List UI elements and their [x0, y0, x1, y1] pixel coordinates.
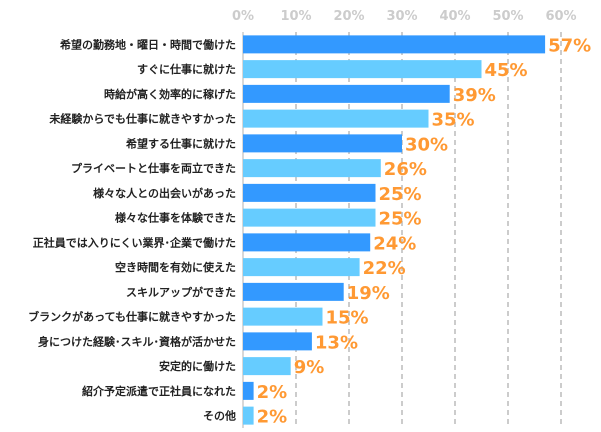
bar: [243, 307, 323, 326]
category-label: スキルアップができた: [126, 285, 236, 299]
bar: [243, 208, 376, 227]
category-label: 時給が高く効率的に稼げた: [104, 87, 236, 101]
category-label: ブランクがあっても仕事に就きやすかった: [28, 310, 236, 324]
value-label: 19%: [347, 283, 390, 304]
category-label: 身につけた経験･スキル･資格が活かせた: [38, 334, 236, 348]
category-label: すぐに仕事に就けた: [137, 62, 236, 76]
x-tick-label: 0%: [232, 9, 254, 24]
category-label: 希望する仕事に就けた: [125, 136, 236, 150]
category-label: 空き時間を有効に使えた: [115, 260, 236, 274]
bar: [243, 357, 291, 376]
value-label: 30%: [405, 134, 448, 155]
category-label: プライベートと仕事を両立できた: [71, 161, 236, 175]
category-label: その他: [203, 409, 236, 423]
bar: [243, 258, 360, 277]
bar: [243, 332, 312, 351]
bar: [243, 159, 381, 178]
value-label: 25%: [379, 209, 422, 230]
bar: [243, 183, 376, 202]
x-tick-label: 10%: [280, 9, 311, 24]
bar: [243, 60, 482, 79]
category-label: 紹介予定派遣で正社員になれた: [82, 384, 236, 398]
category-label: 様々な人との出会いがあった: [93, 186, 236, 200]
value-label: 57%: [548, 35, 591, 56]
x-tick-label: 50%: [492, 9, 523, 24]
value-label: 39%: [453, 85, 496, 106]
value-label: 25%: [379, 184, 422, 205]
value-label: 45%: [485, 60, 528, 81]
bar: [243, 134, 402, 153]
category-label: 正社員では入りにくい業界･企業で働けた: [33, 235, 236, 249]
value-label: 24%: [373, 233, 416, 254]
x-tick-label: 20%: [333, 9, 364, 24]
value-label: 2%: [257, 407, 288, 428]
x-tick-label: 40%: [439, 9, 470, 24]
value-label: 35%: [432, 110, 475, 131]
value-label: 13%: [315, 332, 358, 353]
bar: [243, 282, 344, 301]
value-label: 26%: [384, 159, 427, 180]
bar: [243, 35, 546, 54]
category-label: 安定的に働けた: [159, 359, 236, 373]
x-tick-label: 60%: [545, 9, 576, 24]
category-label: 希望の勤務地・曜日・時間で働けた: [59, 37, 236, 51]
value-label: 9%: [294, 357, 325, 378]
value-label: 22%: [363, 258, 406, 279]
value-label: 15%: [326, 308, 369, 329]
bar: [243, 109, 429, 128]
bar: [243, 406, 254, 425]
bar: [243, 381, 254, 400]
category-label: 未経験からでも仕事に就きやすかった: [48, 112, 236, 126]
x-tick-label: 30%: [386, 9, 417, 24]
category-label: 様々な仕事を体験できた: [115, 211, 236, 225]
value-label: 2%: [257, 382, 288, 403]
bar: [243, 233, 371, 252]
bar: [243, 84, 450, 103]
